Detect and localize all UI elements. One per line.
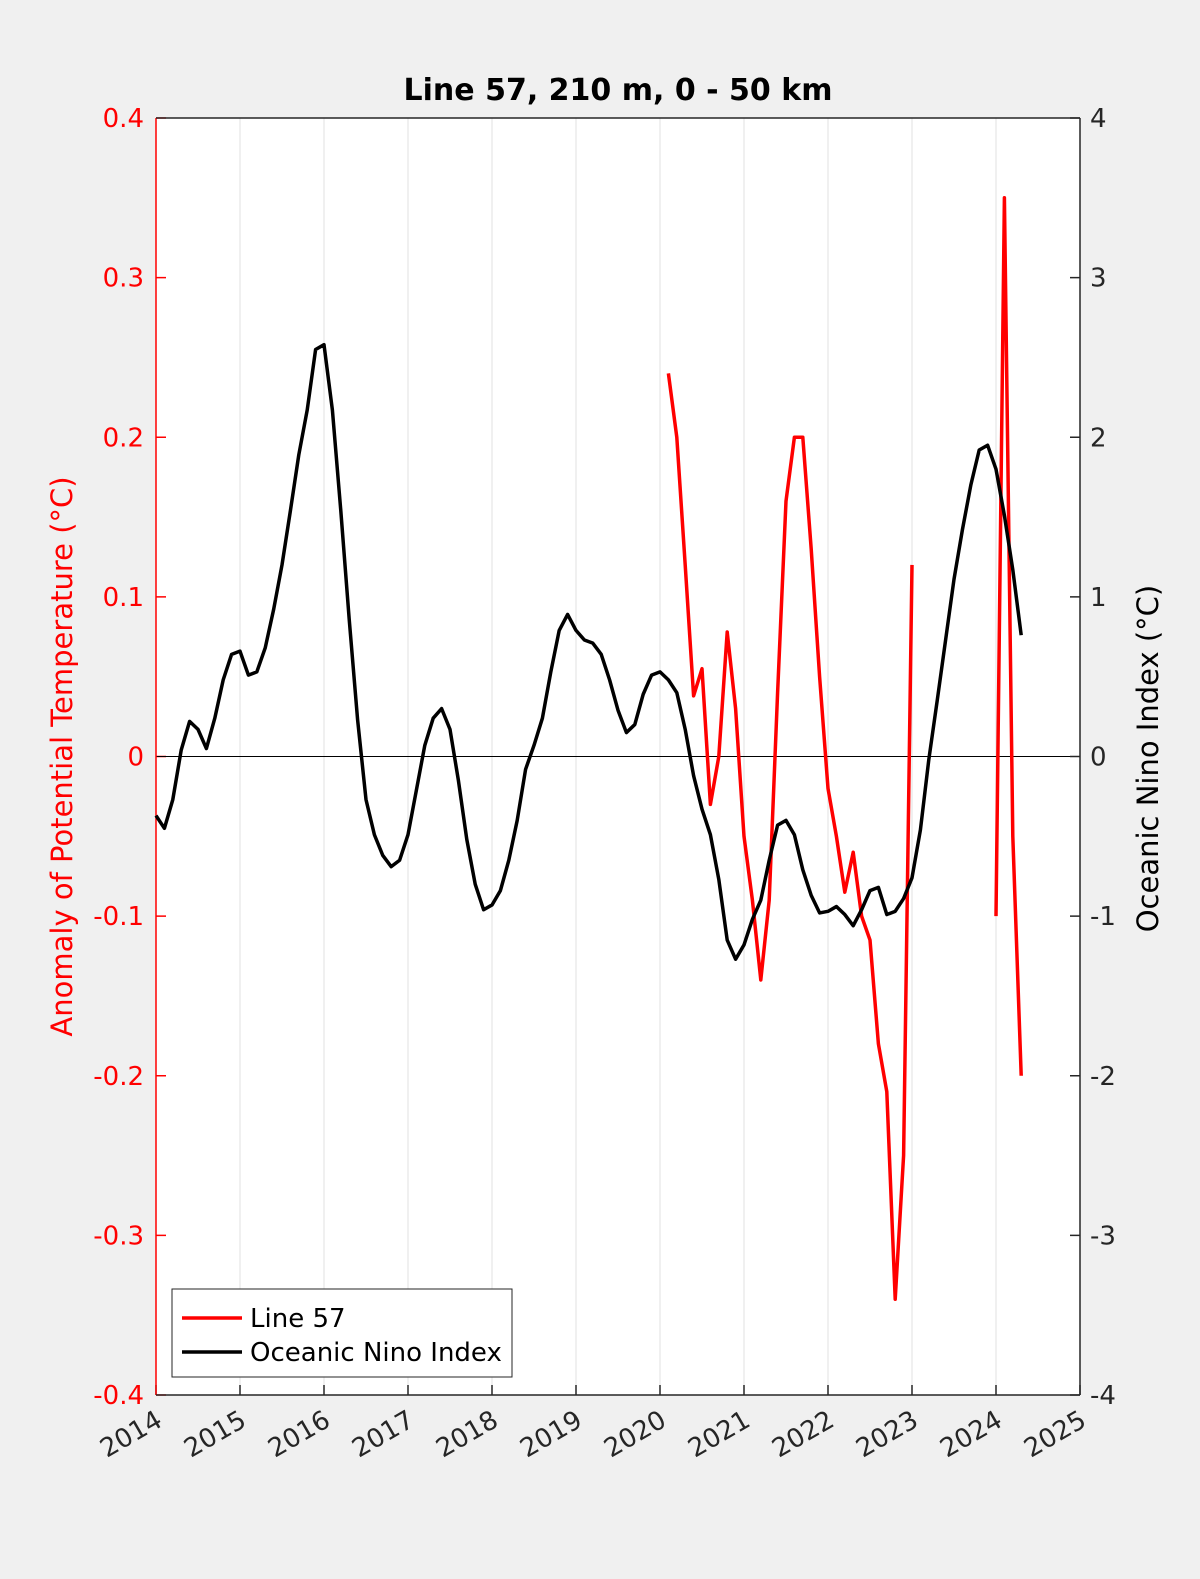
y2-tick-label: -1 — [1090, 902, 1116, 932]
y2-tick-label: 2 — [1090, 423, 1107, 453]
y2-tick-label: -2 — [1090, 1062, 1116, 1092]
y-tick-label: -0.1 — [93, 902, 144, 932]
legend-box — [171, 1288, 513, 1378]
y2-tick-label: -4 — [1090, 1381, 1116, 1411]
series-line — [154, 342, 1023, 961]
y2-tick-label: 4 — [1090, 104, 1107, 134]
y2-axis-label: Oceanic Nino Index (°C) — [1131, 585, 1165, 933]
series-line — [666, 196, 1023, 1301]
y-tick-label: -0.3 — [93, 1221, 144, 1251]
chart-title: Line 57, 210 m, 0 - 50 km — [404, 73, 833, 108]
y2-tick-label: -3 — [1090, 1221, 1116, 1251]
y-tick-label: 0.3 — [103, 264, 144, 294]
y2-tick-label: 0 — [1090, 743, 1107, 773]
legend-label: Oceanic Nino Index — [250, 1338, 502, 1368]
y2-tick-label: 1 — [1090, 583, 1107, 613]
y-tick-label: 0.2 — [103, 423, 144, 453]
y2-tick-label: 3 — [1090, 264, 1107, 294]
y-tick-label: 0 — [127, 743, 144, 773]
y-tick-label: 0.4 — [103, 104, 144, 134]
y-tick-label: -0.2 — [93, 1062, 144, 1092]
y-tick-label: 0.1 — [103, 583, 144, 613]
y-axis-label: Anomaly of Potential Temperature (°C) — [45, 476, 79, 1036]
y-tick-label: -0.4 — [93, 1381, 144, 1411]
legend-label: Line 57 — [250, 1304, 346, 1334]
